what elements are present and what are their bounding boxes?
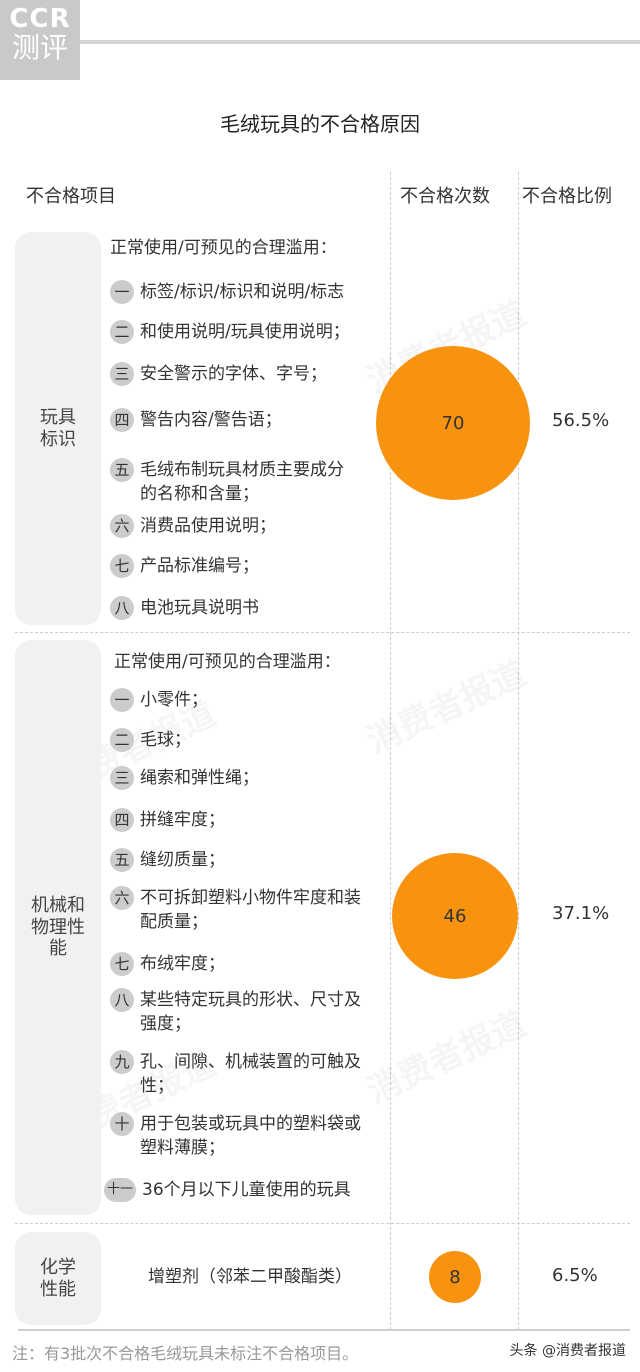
item-text: 小零件； xyxy=(140,690,208,710)
row-item: 增塑剂（邻苯二甲酸酯类） xyxy=(148,1267,352,1287)
row-item: 七产品标准编号； xyxy=(110,554,370,578)
item-text: 警告内容/警告语； xyxy=(140,410,282,430)
item-text: 不可拆卸塑料小物件牢度和装配质量； xyxy=(140,888,361,932)
column-header-ratio: 不合格比例 xyxy=(522,186,612,207)
item-text: 绳索和弹性绳； xyxy=(140,768,259,788)
category-label: 玩具标识 xyxy=(15,232,101,625)
ratio-value: 37.1% xyxy=(552,903,610,924)
item-text: 消费品使用说明； xyxy=(140,516,276,536)
item-number-badge: 九 xyxy=(110,1050,134,1074)
column-divider xyxy=(518,172,519,1330)
logo-line2: 测评 xyxy=(11,31,68,64)
row-intro: 正常使用/可预见的合理滥用： xyxy=(110,238,337,258)
row-item: 三安全警示的字体、字号； xyxy=(110,362,370,386)
watermark: 消费者报道 xyxy=(358,996,533,1112)
row-item: 一标签/标识/标识和说明/标志 xyxy=(110,280,370,304)
row-item: 四拼缝牢度； xyxy=(110,808,370,832)
item-text: 孔、间隙、机械装置的可触及性； xyxy=(140,1052,361,1096)
row-intro: 正常使用/可预见的合理滥用： xyxy=(114,652,341,672)
item-number-badge: 三 xyxy=(110,766,134,790)
category-label: 机械和物理性能 xyxy=(15,640,101,1215)
count-bubble: 8 xyxy=(429,1251,481,1303)
row-item: 六消费品使用说明； xyxy=(110,514,370,538)
count-bubble: 46 xyxy=(392,853,518,979)
item-text: 36个月以下儿童使用的玩具 xyxy=(142,1180,351,1200)
item-number-badge: 五 xyxy=(110,848,134,872)
item-text: 产品标准编号； xyxy=(140,556,259,576)
row-item: 六不可拆卸塑料小物件牢度和装配质量； xyxy=(110,886,370,934)
item-number-badge: 八 xyxy=(110,596,134,620)
item-number-badge: 一 xyxy=(110,688,134,712)
row-item: 九孔、间隙、机械装置的可触及性； xyxy=(110,1050,370,1098)
item-number-badge: 四 xyxy=(110,408,134,432)
ratio-value: 6.5% xyxy=(552,1265,598,1286)
item-number-badge: 四 xyxy=(110,808,134,832)
category-text: 化学性能 xyxy=(40,1256,76,1300)
item-number-badge: 七 xyxy=(110,554,134,578)
row-item: 八电池玩具说明书 xyxy=(110,596,370,620)
item-text: 拼缝牢度； xyxy=(140,810,225,830)
row-item: 三绳索和弹性绳； xyxy=(110,766,370,790)
row-item: 十一 36个月以下儿童使用的玩具 xyxy=(104,1178,384,1202)
row-item: 四警告内容/警告语； xyxy=(110,408,370,432)
item-number-badge: 三 xyxy=(110,362,134,386)
category-label: 化学性能 xyxy=(15,1232,101,1325)
row-item: 二和使用说明/玩具使用说明； xyxy=(110,320,370,344)
item-number-badge: 二 xyxy=(110,728,134,752)
category-text: 玩具标识 xyxy=(40,406,76,450)
item-number-badge: 七 xyxy=(110,952,134,976)
watermark: 消费者报道 xyxy=(358,646,533,762)
row-item: 八某些特定玩具的形状、尺寸及强度； xyxy=(110,988,370,1036)
item-number-badge: 六 xyxy=(110,514,134,538)
row-item: 一小零件； xyxy=(110,688,370,712)
item-number-badge: 二 xyxy=(110,320,134,344)
header-rule xyxy=(80,40,640,44)
row-item: 七布绒牢度； xyxy=(110,952,370,976)
table-bottom-rule xyxy=(18,1329,630,1331)
item-text: 毛球； xyxy=(140,730,191,750)
row-divider xyxy=(15,1223,630,1224)
row-item: 五毛绒布制玩具材质主要成分的名称和含量； xyxy=(110,458,360,506)
column-header-count: 不合格次数 xyxy=(400,186,490,207)
ratio-value: 56.5% xyxy=(552,410,610,431)
item-text: 标签/标识/标识和说明/标志 xyxy=(140,282,345,302)
item-number-badge: 十一 xyxy=(104,1178,136,1202)
item-text: 和使用说明/玩具使用说明； xyxy=(140,322,350,342)
column-header-item: 不合格项目 xyxy=(26,186,116,207)
item-text: 布绒牢度； xyxy=(140,954,225,974)
row-item: 二毛球； xyxy=(110,728,370,752)
item-number-badge: 五 xyxy=(110,458,134,482)
row-item: 五缝纫质量； xyxy=(110,848,370,872)
column-divider xyxy=(390,172,391,1330)
item-text: 用于包装或玩具中的塑料袋或塑料薄膜； xyxy=(140,1114,361,1158)
row-divider xyxy=(15,632,630,633)
item-number-badge: 六 xyxy=(110,886,134,910)
count-bubble: 70 xyxy=(376,346,530,500)
item-number-badge: 八 xyxy=(110,988,134,1012)
item-text: 某些特定玩具的形状、尺寸及强度； xyxy=(140,990,361,1034)
item-number-badge: 一 xyxy=(110,280,134,304)
item-text: 缝纫质量； xyxy=(140,850,225,870)
footnote: 注：有3批次不合格毛绒玩具未标注不合格项目。 xyxy=(12,1344,359,1363)
logo-line1: CCR xyxy=(9,4,71,34)
row-item: 十用于包装或玩具中的塑料袋或塑料薄膜； xyxy=(110,1112,370,1160)
item-text: 毛绒布制玩具材质主要成分的名称和含量； xyxy=(140,460,344,504)
item-text: 安全警示的字体、字号； xyxy=(140,364,327,384)
item-text: 电池玩具说明书 xyxy=(140,598,259,618)
item-number-badge: 十 xyxy=(110,1112,134,1136)
chart-title: 毛绒玩具的不合格原因 xyxy=(220,112,420,136)
ccr-logo: CCR 测评 xyxy=(0,0,80,80)
category-text: 机械和物理性能 xyxy=(31,895,85,960)
source-credit: 头条 @消费者报道 xyxy=(509,1343,626,1359)
